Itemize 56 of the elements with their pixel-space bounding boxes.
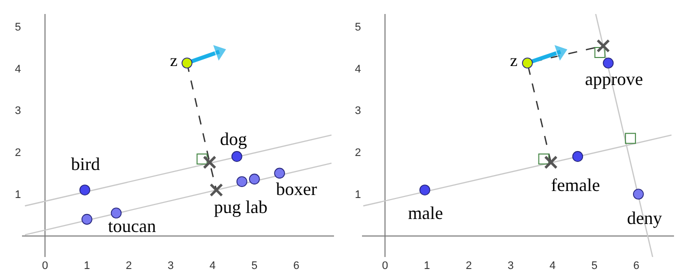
point bbox=[82, 214, 92, 225]
annotation: pug lab bbox=[214, 197, 268, 217]
y-tick-label: 4 bbox=[354, 63, 361, 76]
y-tick-label: 5 bbox=[14, 21, 21, 34]
point bbox=[196, 153, 208, 164]
point bbox=[79, 184, 90, 196]
point bbox=[544, 156, 558, 170]
x-tick-label: 0 bbox=[42, 260, 48, 272]
point bbox=[249, 174, 260, 184]
point bbox=[572, 151, 584, 162]
annotation: z bbox=[170, 51, 178, 70]
y-tick-label: 1 bbox=[14, 189, 21, 202]
x-tick-label: 2 bbox=[466, 260, 472, 272]
point bbox=[231, 151, 242, 162]
point bbox=[594, 47, 606, 58]
annotation: bird bbox=[71, 154, 100, 174]
y-tick-label: 3 bbox=[14, 105, 21, 118]
point bbox=[236, 176, 248, 187]
annotation: z bbox=[510, 51, 518, 70]
annotation: approve bbox=[585, 69, 643, 89]
x-tick-label: 0 bbox=[382, 260, 388, 272]
point bbox=[522, 58, 533, 68]
annotation: dog bbox=[220, 129, 247, 149]
point bbox=[538, 153, 550, 164]
point bbox=[624, 132, 636, 144]
x-tick-label: 3 bbox=[508, 260, 514, 272]
annotation: toucan bbox=[108, 216, 156, 236]
x-tick-label: 2 bbox=[126, 260, 132, 272]
x-tick-label: 4 bbox=[549, 260, 556, 272]
x-tick-label: 6 bbox=[633, 260, 640, 272]
y-tick-label: 4 bbox=[14, 63, 21, 76]
point bbox=[274, 168, 285, 179]
x-tick-label: 1 bbox=[424, 260, 430, 272]
point bbox=[110, 208, 122, 218]
annotation: boxer bbox=[276, 179, 317, 199]
x-tick-label: 4 bbox=[209, 260, 216, 272]
y-tick-label: 2 bbox=[14, 147, 21, 160]
point bbox=[182, 58, 192, 68]
x-tick-label: 1 bbox=[84, 260, 90, 272]
y-tick-label: 5 bbox=[354, 21, 361, 34]
annotation: male bbox=[408, 203, 443, 223]
point bbox=[596, 39, 610, 53]
annotation: female bbox=[551, 175, 600, 195]
x-tick-label: 6 bbox=[293, 260, 300, 272]
y-tick-label: 1 bbox=[354, 189, 361, 202]
y-tick-label: 3 bbox=[354, 105, 361, 118]
point bbox=[202, 156, 216, 170]
point bbox=[602, 58, 614, 68]
point bbox=[633, 188, 644, 200]
x-tick-label: 5 bbox=[251, 260, 258, 272]
x-tick-label: 5 bbox=[591, 260, 598, 272]
y-tick-label: 2 bbox=[354, 147, 361, 160]
annotation: deny bbox=[627, 208, 662, 228]
x-tick-label: 3 bbox=[168, 260, 174, 272]
point bbox=[419, 184, 430, 196]
point bbox=[210, 183, 224, 197]
